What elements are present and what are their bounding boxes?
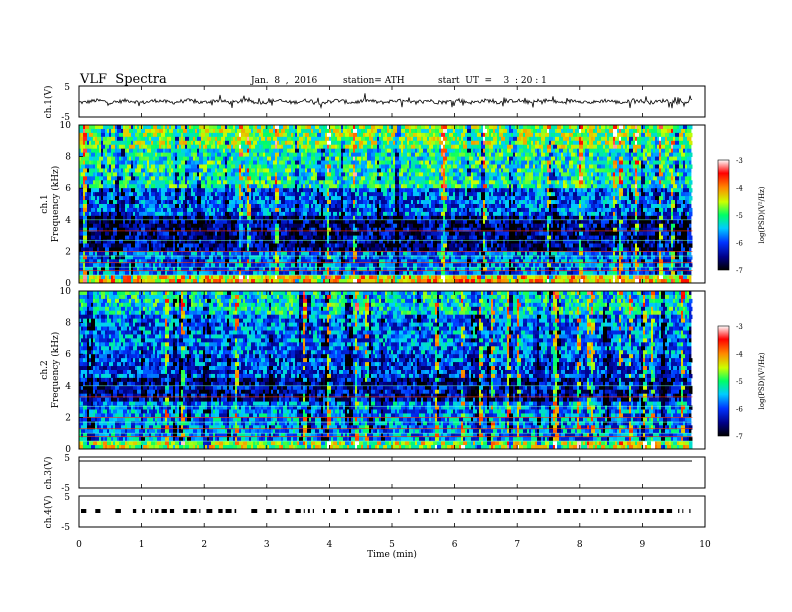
colorbar-tick-label: -5 <box>736 378 743 386</box>
ytick-label: 4 <box>65 216 71 226</box>
ytick-label: 6 <box>65 350 71 360</box>
ytick-label: 10 <box>60 121 72 131</box>
ch1-ytick-top: 5 <box>64 83 70 93</box>
ytick-label: 2 <box>65 413 71 423</box>
colorbar-tick-label: -4 <box>736 351 743 359</box>
ch3-waveform-panel: 5 -5 ch.3(V) <box>43 454 705 494</box>
xtick-label: 4 <box>327 540 333 550</box>
colorbar-tick-label: -5 <box>736 212 743 220</box>
ch1-waveform-panel: 5 -5 ch.1(V) <box>43 83 705 123</box>
ch4-ytick-bottom: -5 <box>61 523 70 533</box>
vlf-figure: 5 -5 ch.1(V) 0 2 4 6 8 10 ch.1 Frequency (kHz… <box>0 0 792 612</box>
xtick-label: 3 <box>264 540 270 550</box>
ch1-ylabel-channel: ch.1 <box>40 194 50 213</box>
xtick-label: 2 <box>201 540 207 550</box>
ch3-waveform-frame <box>79 457 705 488</box>
xtick-label: 9 <box>640 540 646 550</box>
ytick-label: 10 <box>60 287 72 297</box>
colorbar-tick-label: -7 <box>736 267 743 275</box>
ch1-colorbar-label: log(PSD)(V²/Hz) <box>758 186 766 243</box>
xtick-label: 10 <box>699 540 711 550</box>
ch1-spectrogram-image <box>79 125 705 283</box>
time-axis-label: Time (min) <box>367 549 417 560</box>
ytick-label: 4 <box>65 382 71 392</box>
ch1-colorbar <box>718 160 729 270</box>
ch1-ylabel-frequency: Frequency (kHz) <box>50 166 61 243</box>
ch2-colorbar-label: log(PSD)(V²/Hz) <box>758 352 766 409</box>
xtick-label: 6 <box>452 540 458 550</box>
colorbar-tick-label: -6 <box>736 406 743 414</box>
ytick-label: 6 <box>65 184 71 194</box>
ch2-ylabel-frequency: Frequency (kHz) <box>50 332 61 409</box>
colorbar-tick-label: -7 <box>736 433 743 441</box>
ch4-waveform-ylabel: ch.4(V) <box>43 496 54 529</box>
ch3-ytick-top: 5 <box>64 454 70 464</box>
colorbar-tick-label: -3 <box>736 157 743 165</box>
ch4-waveform-line <box>81 509 691 513</box>
xtick-label: 8 <box>577 540 583 550</box>
xtick-label: 7 <box>514 540 520 550</box>
colorbar-tick-label: -6 <box>736 240 743 248</box>
ytick-label: 8 <box>65 319 71 329</box>
ch2-colorbar <box>718 326 729 436</box>
xtick-label: 5 <box>389 540 395 550</box>
colorbar-tick-label: -3 <box>736 323 743 331</box>
ytick-label: 8 <box>65 153 71 163</box>
ch2-ylabel-channel: ch.2 <box>40 360 50 379</box>
xtick-label: 1 <box>139 540 145 550</box>
ch4-ytick-top: 5 <box>64 493 70 503</box>
ch3-waveform-ylabel: ch.3(V) <box>43 457 54 490</box>
ch1-waveform-line <box>79 93 692 108</box>
colorbar-tick-label: -4 <box>736 185 743 193</box>
ch4-waveform-panel: 5 -5 ch.4(V) <box>43 493 705 533</box>
ytick-label: 2 <box>65 247 71 257</box>
xtick-label: 0 <box>76 540 82 550</box>
ch1-waveform-ylabel: ch.1(V) <box>43 86 54 119</box>
ch2-spectrogram-image <box>79 291 705 449</box>
